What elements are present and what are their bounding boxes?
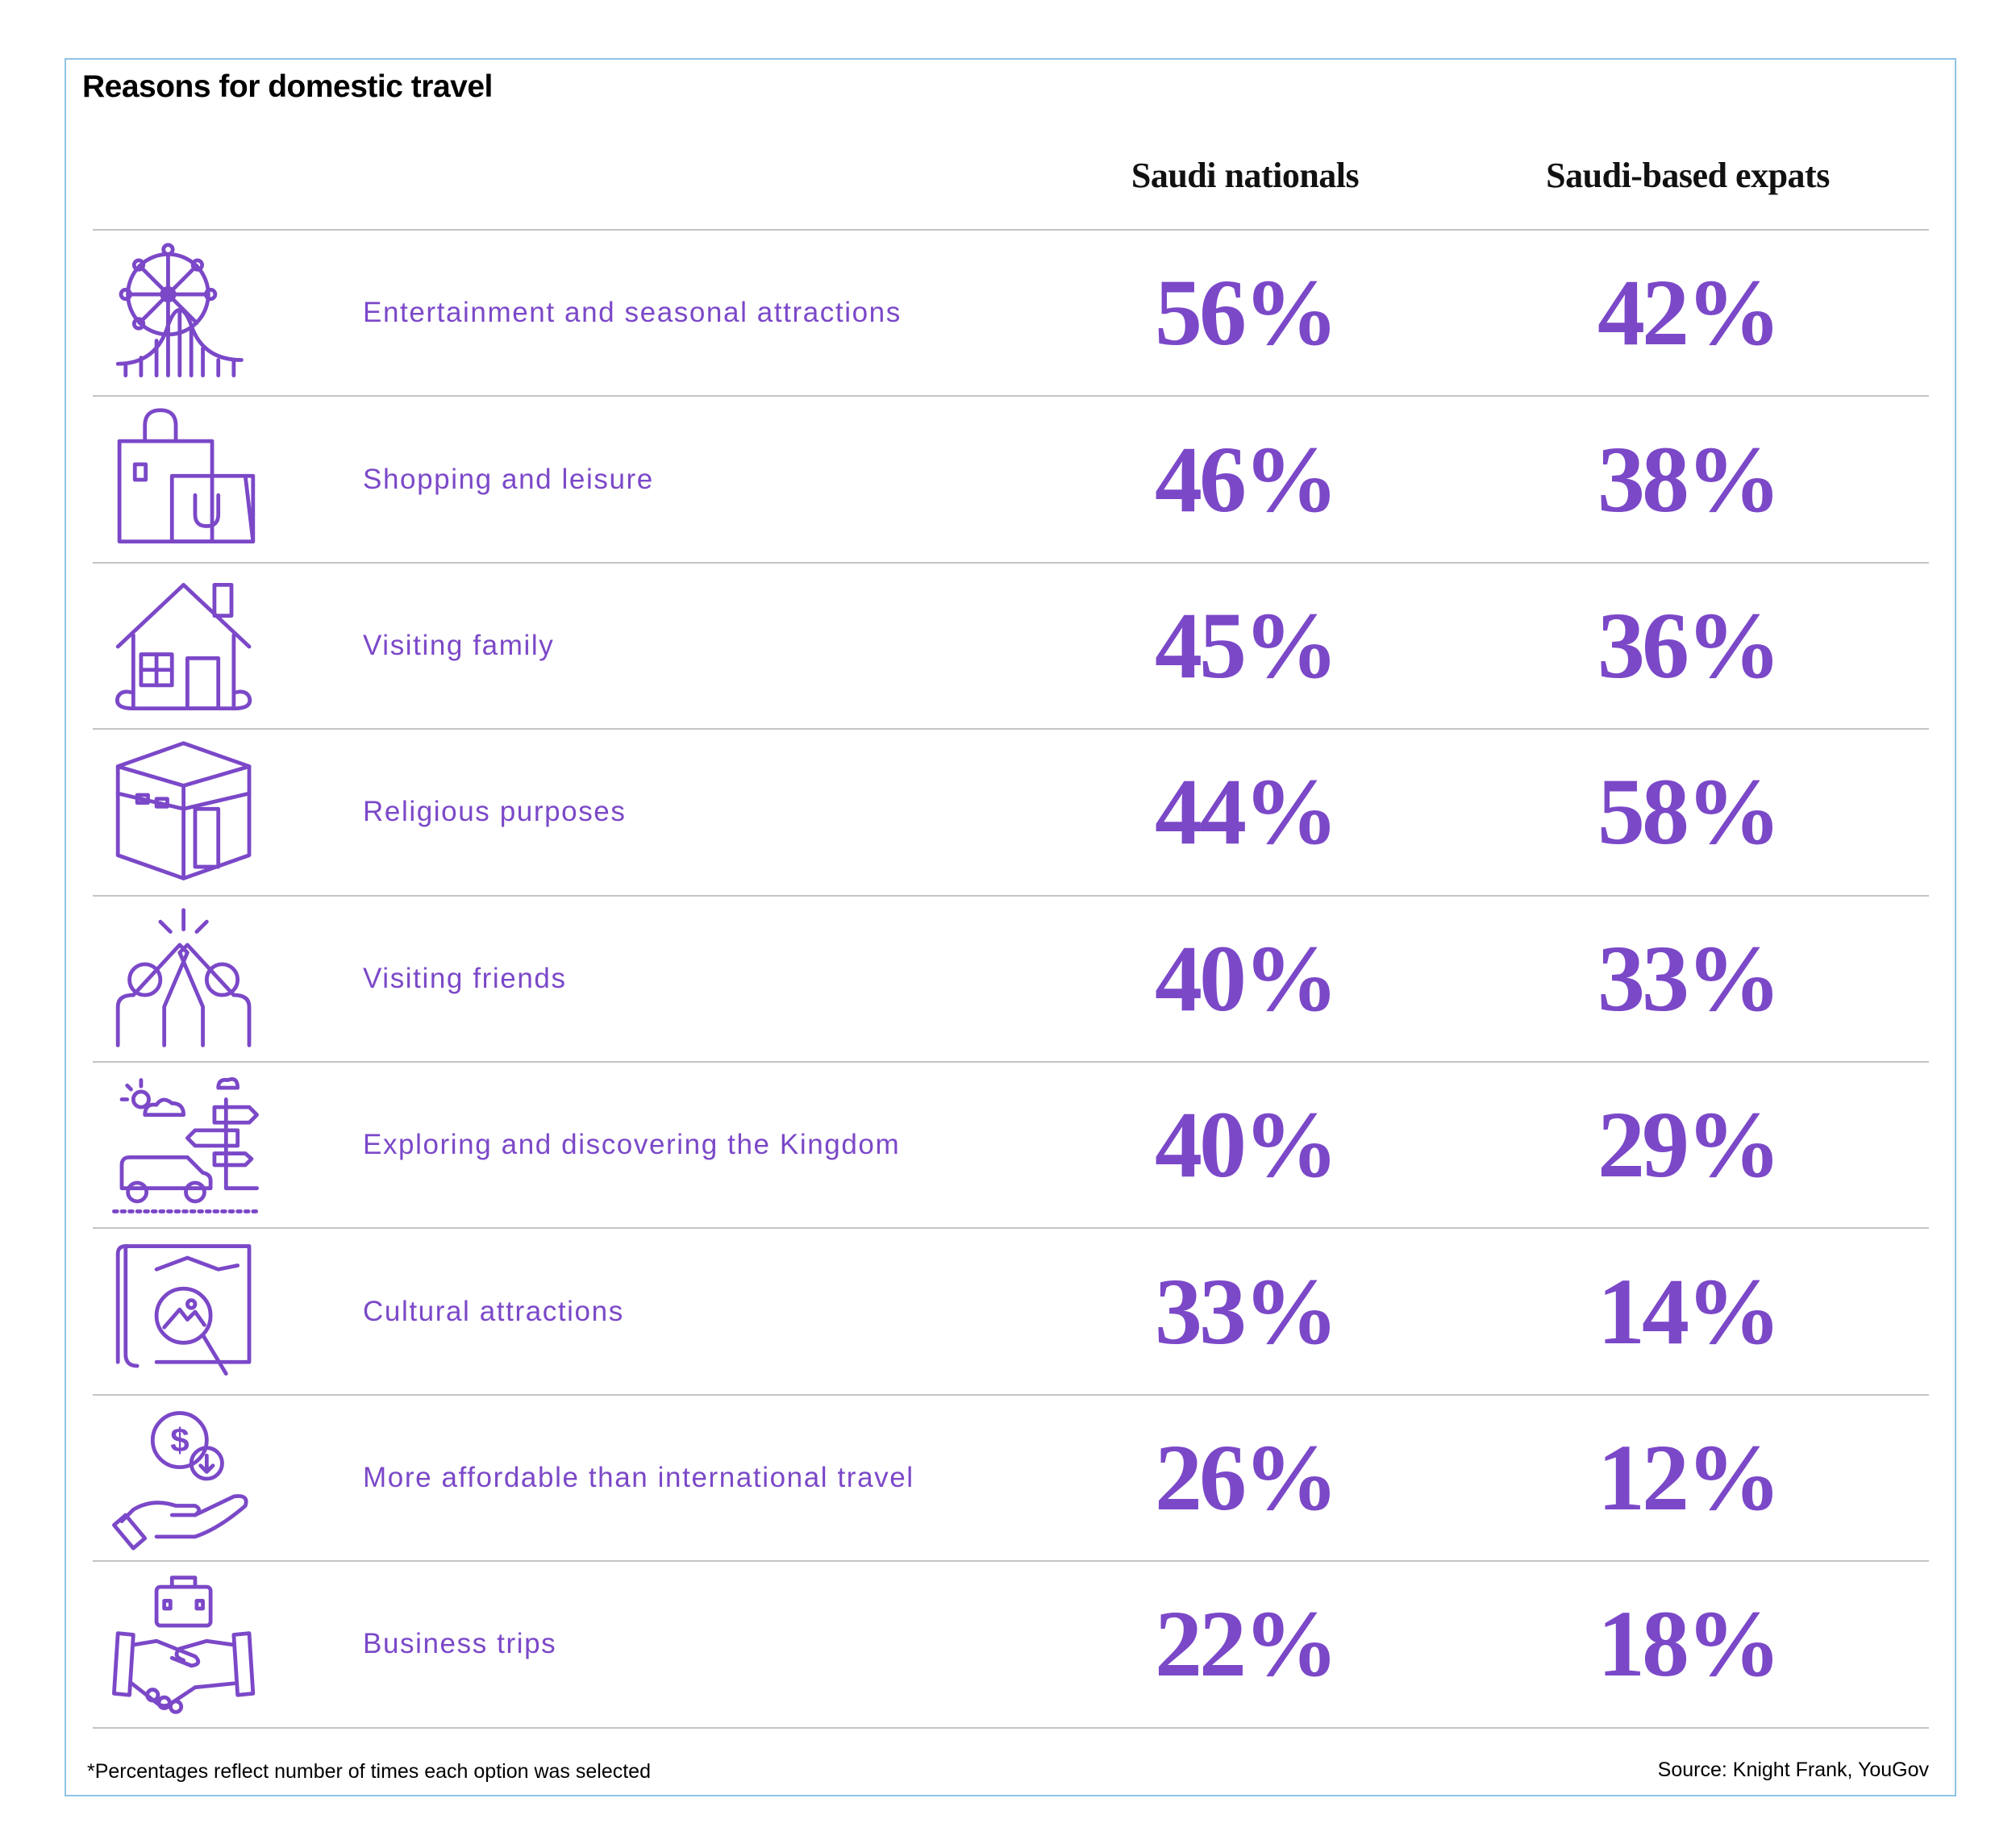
reasons-table: Entertainment and seasonal attractions 56…: [93, 229, 1929, 1729]
table-row: $ More affordable than international trav…: [93, 1393, 1929, 1560]
saudi-based-expats-value: 12%: [1597, 1424, 1781, 1530]
saudi-based-expats-value: 42%: [1597, 260, 1781, 366]
infographic-frame: [65, 58, 1956, 1796]
saudi-nationals-value: 44%: [1155, 759, 1339, 865]
high-five-icon: [109, 906, 262, 1053]
row-label: More affordable than international trave…: [363, 1461, 914, 1493]
table-row: Exploring and discovering the Kingdom 40%…: [93, 1060, 1929, 1227]
ferris-wheel-icon: [109, 240, 262, 387]
handshake-briefcase-icon: [109, 1571, 262, 1718]
page-title: Reasons for domestic travel: [82, 69, 493, 104]
table-row: Religious purposes 44% 58%: [93, 728, 1929, 894]
saudi-based-expats-value: 58%: [1597, 759, 1781, 865]
row-label: Entertainment and seasonal attractions: [363, 297, 902, 329]
column-header-saudi-nationals: Saudi nationals: [1131, 156, 1360, 195]
table-row: Entertainment and seasonal attractions 56…: [93, 229, 1929, 395]
kaaba-icon: [109, 739, 262, 886]
saudi-based-expats-value: 14%: [1597, 1258, 1781, 1364]
table-row: Business trips 22% 18%: [93, 1560, 1929, 1729]
source-note: Source: Knight Frank, YouGov: [1657, 1759, 1929, 1781]
row-label: Visiting friends: [363, 962, 567, 994]
footnote: *Percentages reflect number of times eac…: [87, 1760, 651, 1783]
table-row: Visiting family 45% 36%: [93, 561, 1929, 728]
saudi-nationals-value: 56%: [1155, 260, 1339, 366]
row-label: Religious purposes: [363, 796, 627, 828]
svg-text:$: $: [170, 1421, 189, 1459]
saudi-based-expats-value: 33%: [1597, 925, 1781, 1031]
saudi-nationals-value: 22%: [1155, 1591, 1339, 1697]
row-label: Shopping and leisure: [363, 463, 654, 495]
map-magnifier-icon: [109, 1238, 262, 1385]
row-label: Business trips: [363, 1628, 557, 1660]
saudi-based-expats-value: 38%: [1597, 426, 1781, 532]
saudi-based-expats-value: 36%: [1597, 592, 1781, 698]
column-header-saudi-based-expats: Saudi-based expats: [1546, 156, 1830, 195]
table-row: Cultural attractions 33% 14%: [93, 1227, 1929, 1393]
row-label: Visiting family: [363, 629, 555, 661]
saudi-based-expats-value: 29%: [1597, 1092, 1781, 1198]
row-label: Cultural attractions: [363, 1295, 624, 1327]
saudi-nationals-value: 40%: [1155, 1092, 1339, 1198]
saudi-nationals-value: 40%: [1155, 925, 1339, 1031]
row-label: Exploring and discovering the Kingdom: [363, 1129, 901, 1161]
saudi-based-expats-value: 18%: [1597, 1591, 1781, 1697]
saudi-nationals-value: 26%: [1155, 1424, 1339, 1530]
hand-money-icon: $: [109, 1405, 262, 1552]
house-icon: [109, 573, 262, 720]
shopping-bags-icon: [109, 406, 262, 553]
saudi-nationals-value: 46%: [1155, 426, 1339, 532]
table-row: Shopping and leisure 46% 38%: [93, 395, 1929, 561]
saudi-nationals-value: 45%: [1155, 592, 1339, 698]
table-row: Visiting friends 40% 33%: [93, 894, 1929, 1061]
road-trip-icon: [109, 1072, 262, 1219]
saudi-nationals-value: 33%: [1155, 1258, 1339, 1364]
